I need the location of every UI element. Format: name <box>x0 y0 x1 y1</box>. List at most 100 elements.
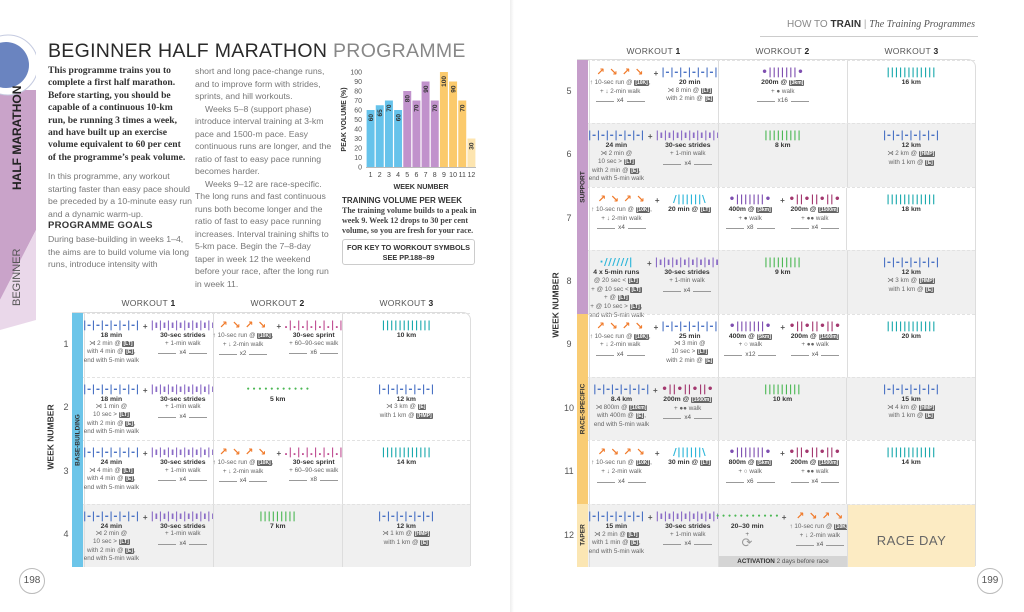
workout-block[interactable]: •||•||•||• 200m @ [1500m] + ●● walk x4 <box>661 384 715 421</box>
workout-block[interactable]: |-|-|-|-|-|-| 12 km ⋊ 3 km @ [HMP] with 1 k… <box>883 257 940 294</box>
bracket-left <box>597 226 616 230</box>
workout-block[interactable]: •|||||||• 400m @ [5km] + ○ walk x12 <box>723 321 777 358</box>
workout-detail: + ↓ 2-min walk <box>799 531 841 539</box>
pace-tag: [E] <box>635 413 645 420</box>
workout-block[interactable]: ↗ ↘ ↗ ↘↑ 10-sec run @ [10K],+ ↓ 2-min wa… <box>590 321 651 358</box>
schedule-table-weeks-5-12: WORKOUT 1 WORKOUT 2 WORKOUT 3 ↗ ↘ ↗ ↘ ↑ 10-s… <box>564 46 976 568</box>
workout-block[interactable]: |ı|ı|ı|ı|ı|ı|ı|ı 30-sec strides + 1-min wa… <box>151 511 216 547</box>
workout-block[interactable]: ↗ ↘ ↗ ↘↑ 10-sec run @ [10K],+ ↓ 2-min wa… <box>591 447 652 484</box>
workout-block[interactable]: |-|-|-|-|-|-| 18 min ⋊ 1 min @10 sec > [LT… <box>83 384 140 437</box>
workout-block[interactable]: ↗ ↘ ↗ ↘↑ 10-sec run @ [10K],+ ↓ 2-min wa… <box>789 511 850 548</box>
repetitions: x4 <box>662 287 712 294</box>
workout-detail: 24 min <box>100 459 123 466</box>
workout-block[interactable]: ↗ ↘ ↗ ↘↑ 10-sec run @ [10K],+ ↓ 2-min wa… <box>590 67 651 104</box>
workout-detail: ⋊ 2 km @ [HMP] <box>887 150 936 158</box>
workout-block[interactable]: |||||||||||| 14 km <box>380 447 434 467</box>
workout-block[interactable]: •|||||||• 800m @ [5km] + ○ walk x6 <box>723 447 777 485</box>
workout-block[interactable]: |||||||||||| 14 km <box>884 447 938 467</box>
workout-block[interactable]: .|.|.|.|.|.|.| 30-sec sprint + 60–90-sec w… <box>284 320 343 356</box>
workout-block[interactable]: |-|-|-|-|-|-| 12 km ⋊ 2 km @ [HMP] with 1 k… <box>883 130 940 167</box>
workout-detail: ↑ 10-sec run @ [10K], <box>789 522 850 530</box>
plus-separator: + <box>647 132 653 142</box>
workout-group: |-|-|-|-|-|-| 15 min ⋊ 2 min @ [LT] with 1 … <box>588 511 720 556</box>
workout-block[interactable]: ||||||||| 10 km <box>756 384 810 404</box>
workout-detail: 9 km <box>775 269 791 277</box>
workout-block[interactable]: |||||||||||| 10 km <box>380 320 434 340</box>
workout-block[interactable]: |-|-|-|-|-|-| 24 min ⋊ 4 min @ [LT] with 4 … <box>83 447 140 492</box>
workout-detail: with 1 min @ [E], <box>592 539 641 547</box>
workout-block[interactable]: |ı|ı|ı|ı|ı|ı|ı|ı 30-sec strides + 1-min wa… <box>656 511 721 547</box>
workout-block[interactable]: |-|-|-|-|-|-| 12 km ⋊ 3 km @ [E] with 1 km … <box>378 384 435 421</box>
workout-group: |-|-|-|-|-|-| 15 km ⋊ 4 km @ [HMP] with 1 k… <box>883 384 940 421</box>
pace-tag: [E] <box>630 167 639 174</box>
workout-block[interactable]: ↗ ↘ ↗ ↘↑ 10-sec run @ [10K],+ ↓ 2-min wa… <box>213 447 274 484</box>
workout-detail: 10 sec > [LT] <box>597 157 635 165</box>
workout-block[interactable]: •||•||•||• 200m @ [1500m] + ●● walk x4 <box>788 194 842 231</box>
workout-block[interactable]: |ı|ı|ı|ı|ı|ı|ı|ı 30-sec strides + 1-min wa… <box>656 130 721 166</box>
plus-separator: + <box>652 386 658 395</box>
workout-block[interactable]: /||||||\ 20 min @ [LT] <box>663 194 717 215</box>
y-tick-label: 40 <box>354 127 362 134</box>
workout-block[interactable]: |ı|ı|ı|ı|ı|ı|ı|ı 30-sec strides + 1-min wa… <box>655 257 720 293</box>
repeat-count: x2 <box>239 350 247 358</box>
workout-block[interactable]: |-|-|-|-|-|-| 25 min ⋊ 3 min @10 sec > [LT… <box>661 321 718 366</box>
workout-block[interactable]: |-|-|-|-|-|-| 8.4 km ⋊ 800m @ [10km] with 4… <box>593 384 650 429</box>
workout-block[interactable]: |ı|ı|ı|ı|ı|ı|ı|ı 30-sec strides + 1-min wa… <box>151 447 216 483</box>
workout-detail: + ●● walk <box>801 468 829 476</box>
hill-icon: ↗ ↘ ↗ ↘ <box>597 447 646 459</box>
workout-block[interactable]: /||||||\ 30 min @ [LT] <box>663 447 717 468</box>
workout-block[interactable]: .|.|.|.|.|.|.| 30-sec sprint + 60–90-sec w… <box>284 447 343 483</box>
easy-run-icon: |-|-|-|-|-|-| <box>377 510 435 522</box>
workout-block[interactable]: ·//////| 4 x 5-min runs @ 20 sec < [LT] + @… <box>589 257 644 319</box>
x-tick-label: 8 <box>433 172 437 179</box>
workout-block[interactable]: ||||||||| 8 km <box>756 130 810 150</box>
workout-block[interactable]: •||•||•||• 200m @ [1500m] + ●● walk x4 <box>788 321 842 358</box>
workout-block[interactable]: |-|-|-|-|-|-| 24 min ⋊ 2 min @10 sec > [LT… <box>83 511 140 564</box>
workout-group: ↗ ↘ ↗ ↘ ↑ 10-sec run @ [10K], + ↓ 2-min wa… <box>590 321 718 366</box>
workout-block[interactable]: ↗ ↘ ↗ ↘↑ 10-sec run @ [10K],+ ↓ 2-min wa… <box>591 194 652 231</box>
workout-block[interactable]: |-|-|-|-|-|-| 18 min ⋊ 2 min @ [LT] with 4 … <box>83 320 140 365</box>
workout-block[interactable]: |-|-|-|-|-|-| 15 km ⋊ 4 km @ [HMP] with 1 k… <box>883 384 940 421</box>
week-number: 4 <box>63 529 69 540</box>
workout-block[interactable]: •||•||•||• 200m @ [1500m] + ●● walk x4 <box>788 447 842 484</box>
workout-detail: with 2 min @ [E] <box>666 356 714 364</box>
workout-block[interactable]: •|||||||• 200m @ [3km] + ● walk x16 <box>756 67 810 104</box>
workout-block[interactable]: ||||||||| 9 km <box>756 257 810 277</box>
workout-block[interactable]: • • • • • • • • • • • 5 km <box>246 384 309 404</box>
workout-detail: + ○ walk <box>738 468 762 476</box>
bar-data-label: 70 <box>414 104 421 112</box>
workout-block[interactable]: |-|-|-|-|-|-| 24 min ⋊ 2 min @10 sec > [LT… <box>588 130 645 183</box>
strides-icon: |ı|ı|ı|ı|ı|ı|ı|ı <box>150 383 216 395</box>
workout-detail: end with 5-min walk <box>588 311 644 319</box>
bracket-right <box>821 480 840 483</box>
workout-block[interactable]: |ı|ı|ı|ı|ı|ı|ı|ı 30-sec strides + 1-min wa… <box>151 320 216 356</box>
repeat-count: x4 <box>239 477 247 485</box>
workout-block[interactable]: |-|-|-|-|-|-| 12 km ⋊ 1 km @ [HMP] with 1 k… <box>378 511 435 548</box>
workout-detail: + @ 10 sec > [LT], <box>590 303 643 310</box>
workout-block[interactable]: |ı|ı|ı|ı|ı|ı|ı|ı 30-sec strides + 1-min wa… <box>151 384 216 420</box>
easy-run-icon: |-|-|-|-|-|-| <box>661 67 719 78</box>
workout-block[interactable]: |-|-|-|-|-|-| 20 min ⋊ 8 min @ [LT] with 2 … <box>661 67 718 104</box>
goals-heading: PROGRAMME GOALS <box>48 220 153 231</box>
workout-block[interactable]: |||||||||||| 18 km <box>884 194 938 214</box>
workout-group: •|||||||• 400m @ [3km] + ● walk x8 + •||•||•|… <box>723 194 842 231</box>
workout-block[interactable]: |-|-|-|-|-|-| 15 min ⋊ 2 min @ [LT] with 1 … <box>588 511 645 556</box>
workout-group: |-|-|-|-|-|-| 24 min ⋊ 2 min @10 sec > [LT… <box>83 511 215 564</box>
easy-run-icon: |-|-|-|-|-|-| <box>587 130 645 142</box>
key-note-line1: FOR KEY TO WORKOUT SYMBOLS <box>347 243 470 252</box>
workout-group: |||||||||||| 20 km <box>884 321 938 341</box>
workout-block[interactable]: ||||||||| 7 km <box>251 511 305 531</box>
workout-detail: + 1-min walk <box>165 339 201 347</box>
workout-1-cell: |-|-|-|-|-|-| 24 min ⋊ 4 min @ [LT] with 4 … <box>83 441 216 504</box>
bracket-left <box>725 480 744 483</box>
workout-block[interactable]: |||||||||||| 20 km <box>884 321 938 341</box>
workout-block[interactable]: • • • • • • • • • • • 20–30 min + ⟳ <box>716 511 779 550</box>
bracket-right <box>320 351 339 355</box>
chart-caption-heading: TRAINING VOLUME PER WEEK <box>342 196 463 205</box>
bar-data-label: 30 <box>469 142 476 150</box>
workout-block[interactable]: •|||||||• 400m @ [3km] + ● walk x8 <box>723 194 777 231</box>
workout-block[interactable]: ↗ ↘ ↗ ↘↑ 10-sec run @ [10K],+ ↓ 2-min wa… <box>213 320 274 357</box>
symbol-key-note[interactable]: FOR KEY TO WORKOUT SYMBOLS SEE PP.188–89 <box>342 239 475 265</box>
workout-block[interactable]: |||||||||||| 16 km <box>884 67 938 87</box>
plus-separator: + <box>142 322 148 331</box>
